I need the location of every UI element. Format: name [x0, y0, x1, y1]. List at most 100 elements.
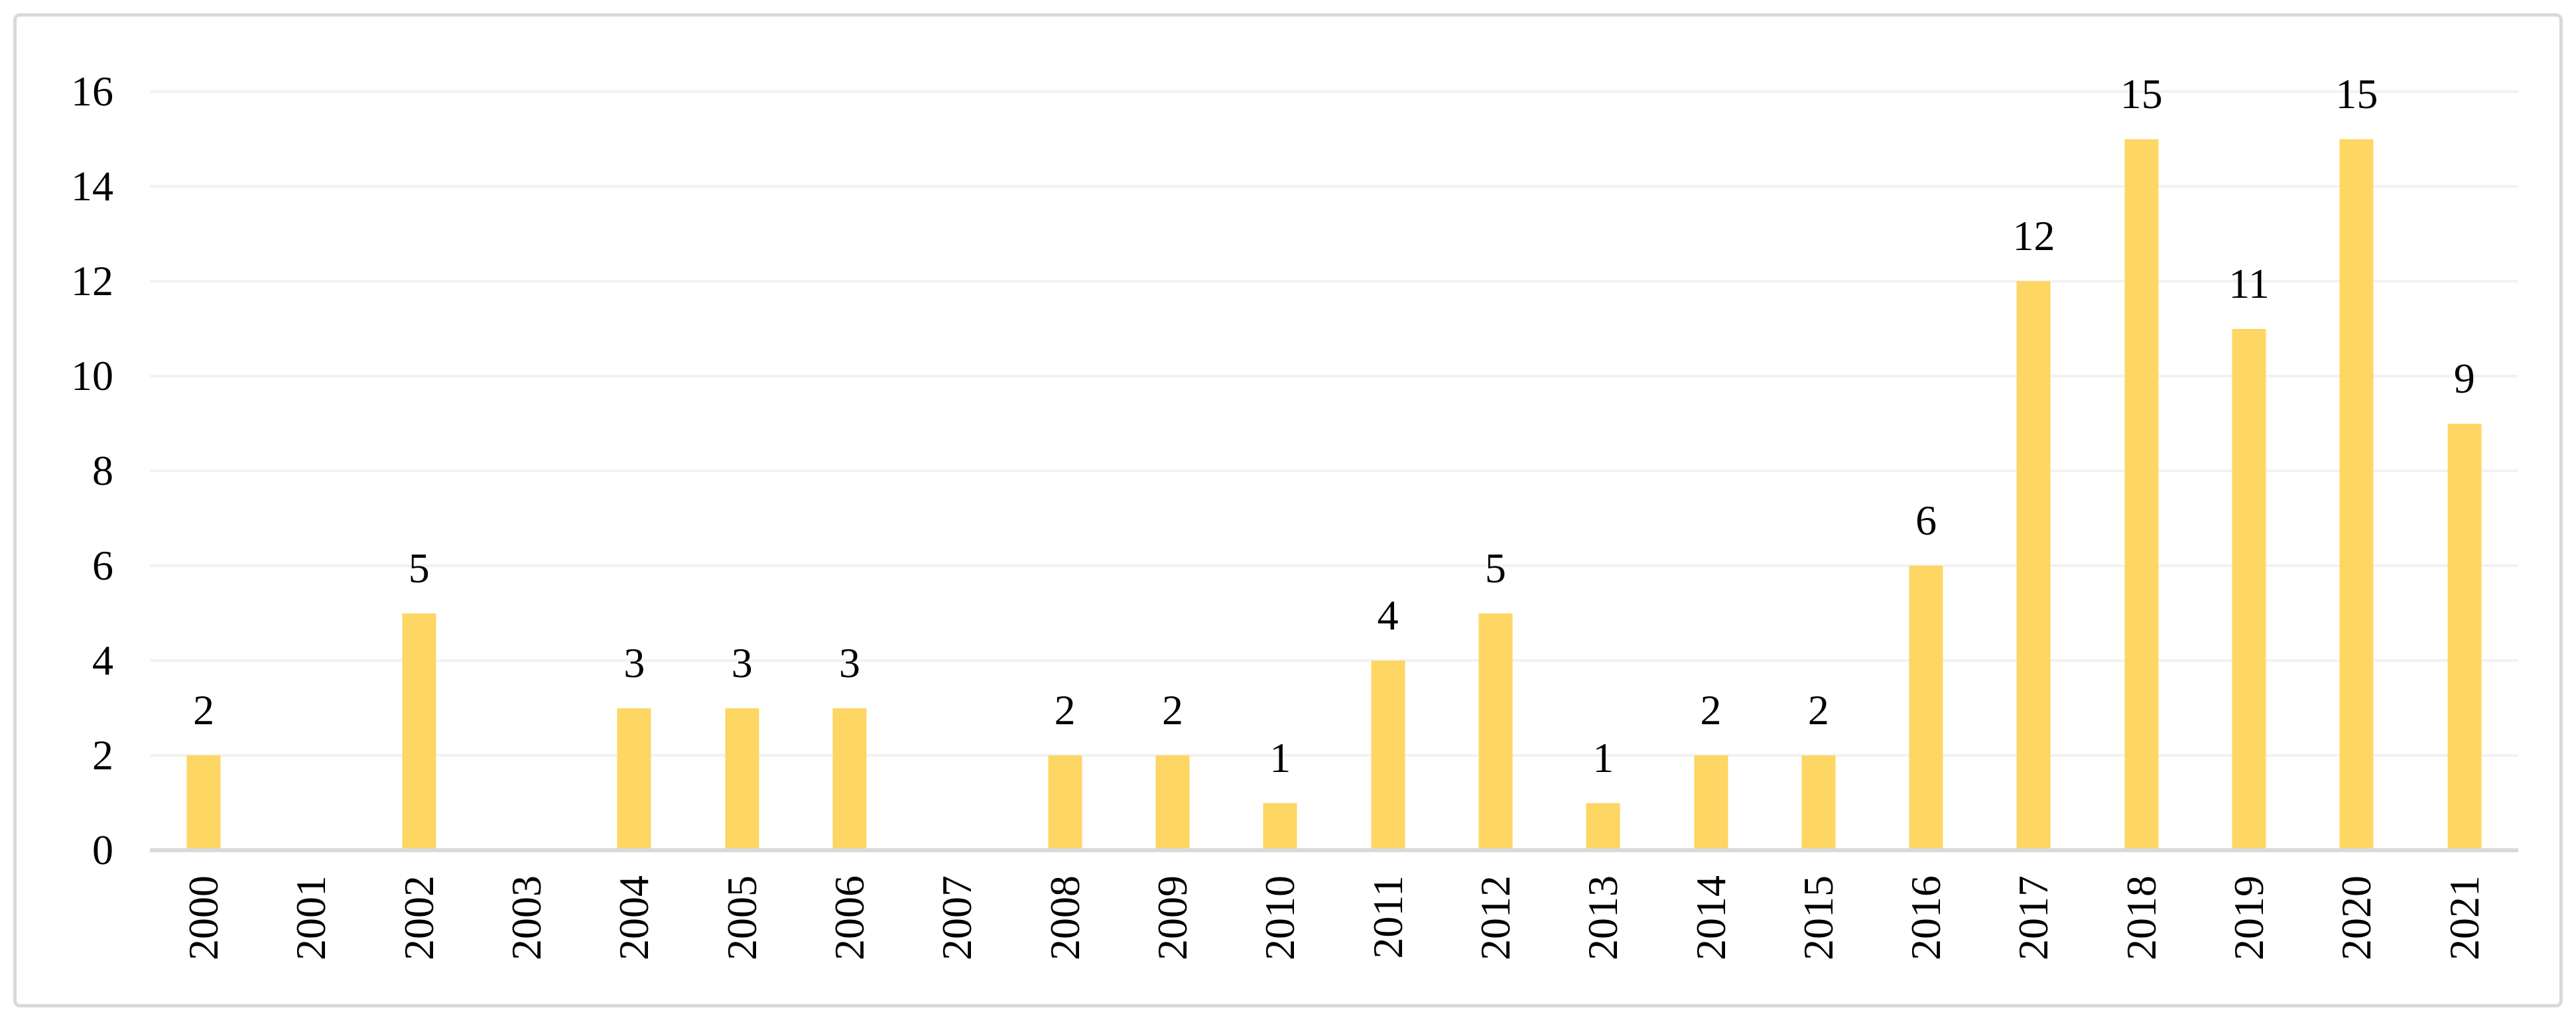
x-tick-label-2004: 2004 — [610, 875, 658, 960]
x-label-slot-2018: 2018 — [2088, 875, 2195, 990]
x-tick-label-2011: 2011 — [1364, 875, 1411, 959]
bar-slot-2018: 15 — [2088, 72, 2195, 850]
bar-slot-2009: 2 — [1119, 92, 1226, 850]
bar-value-label-2015: 2 — [1807, 686, 1829, 734]
x-label-slot-2014: 2014 — [1657, 875, 1764, 990]
bar-2002 — [402, 613, 436, 850]
bar-slot-2016: 6 — [1872, 92, 1980, 850]
gridline-y-6 — [150, 564, 2518, 567]
bar-value-label-2008: 2 — [1054, 686, 1076, 734]
bar-slot-2000: 2 — [150, 92, 257, 850]
bar-2015 — [1801, 755, 1836, 850]
gridline-y-12 — [150, 280, 2518, 283]
y-tick-label-14: 14 — [71, 162, 113, 210]
bar-slot-2011: 4 — [1334, 92, 1441, 850]
x-tick-label-2021: 2021 — [2440, 875, 2488, 960]
bar-value-label-2019: 11 — [2228, 259, 2270, 307]
x-tick-label-2017: 2017 — [2010, 875, 2057, 960]
bar-slot-2020: 15 — [2303, 72, 2410, 850]
bar-value-label-2004: 3 — [623, 639, 645, 686]
x-label-slot-2020: 2020 — [2303, 875, 2410, 990]
bar-slot-2004: 3 — [580, 92, 688, 850]
bar-value-label-2014: 2 — [1700, 686, 1722, 734]
bar-2012 — [1478, 613, 1513, 850]
bar-2014 — [1694, 755, 1728, 850]
bar-slot-2008: 2 — [1011, 92, 1119, 850]
bar-slot-2013: 1 — [1549, 92, 1657, 850]
gridline-y-8 — [150, 470, 2518, 472]
x-label-slot-2009: 2009 — [1119, 875, 1226, 990]
bar-2018 — [2124, 139, 2159, 850]
bars-container: 2 5 3 3 3 2 2 1 4 5 1 2 2 6 12 15 11 15 9 — [150, 72, 2518, 850]
bar-2005 — [725, 708, 759, 850]
bar-2021 — [2447, 423, 2482, 850]
bar-value-label-2002: 5 — [408, 544, 430, 592]
x-tick-label-2009: 2009 — [1148, 875, 1196, 960]
bar-2000 — [186, 755, 221, 850]
x-label-slot-2016: 2016 — [1872, 875, 1980, 990]
bar-2011 — [1371, 661, 1405, 850]
bar-value-label-2006: 3 — [839, 639, 861, 686]
gridlines-layer — [150, 90, 2518, 850]
bar-slot-2005: 3 — [688, 92, 796, 850]
bar-2008 — [1048, 755, 1082, 850]
gridline-y-4 — [150, 659, 2518, 662]
bar-2013 — [1586, 802, 1620, 850]
x-tick-label-2008: 2008 — [1041, 875, 1088, 960]
x-tick-label-2006: 2006 — [826, 875, 873, 960]
bar-slot-2014: 2 — [1657, 92, 1764, 850]
gridline-y-2 — [150, 754, 2518, 757]
x-label-slot-2017: 2017 — [1980, 875, 2087, 990]
x-label-slot-2021: 2021 — [2411, 875, 2518, 990]
x-tick-label-2002: 2002 — [395, 875, 442, 960]
x-label-slot-2000: 2000 — [150, 875, 257, 990]
x-label-slot-2001: 2001 — [257, 875, 365, 990]
bar-2016 — [1909, 566, 1943, 850]
bar-value-label-2016: 6 — [1915, 497, 1937, 544]
bar-slot-2010: 1 — [1226, 92, 1334, 850]
gridline-y-10 — [150, 375, 2518, 377]
x-label-slot-2006: 2006 — [796, 875, 903, 990]
x-tick-label-2014: 2014 — [1687, 875, 1734, 960]
x-tick-label-2013: 2013 — [1579, 875, 1627, 960]
x-label-slot-2007: 2007 — [903, 875, 1011, 990]
bar-value-label-2017: 12 — [2012, 212, 2055, 259]
bar-2009 — [1155, 755, 1190, 850]
x-label-slot-2003: 2003 — [473, 875, 580, 990]
bar-slot-2015: 2 — [1765, 92, 1872, 850]
bar-slot-2012: 5 — [1442, 92, 1549, 850]
x-label-slot-2015: 2015 — [1765, 875, 1872, 990]
y-tick-label-12: 12 — [71, 257, 113, 304]
bar-slot-2001 — [257, 92, 365, 850]
bar-2010 — [1263, 802, 1297, 850]
x-tick-label-2020: 2020 — [2333, 875, 2380, 960]
bar-value-label-2010: 1 — [1269, 734, 1291, 781]
bar-slot-2003 — [473, 92, 580, 850]
x-tick-label-2010: 2010 — [1256, 875, 1304, 960]
bar-value-label-2021: 9 — [2453, 354, 2475, 402]
chart-frame: 0 2 4 6 8 10 12 14 16 2 5 3 3 3 2 2 1 4 5 1 2 2 6 12 15 11 15 9 20… — [13, 13, 2563, 1007]
x-tick-label-2001: 2001 — [287, 875, 335, 960]
y-tick-label-0: 0 — [92, 826, 113, 873]
x-tick-label-2012: 2012 — [1471, 875, 1519, 960]
bar-value-label-2000: 2 — [193, 686, 215, 734]
bar-2020 — [2339, 139, 2374, 850]
bar-value-label-2018: 15 — [2120, 70, 2163, 117]
bar-2004 — [617, 708, 651, 850]
bar-2017 — [2016, 281, 2051, 850]
bar-value-label-2012: 5 — [1484, 544, 1506, 592]
plot-area: 2 5 3 3 3 2 2 1 4 5 1 2 2 6 12 15 11 15 9 — [150, 72, 2518, 852]
gridline-y-14 — [150, 185, 2518, 188]
x-label-slot-2013: 2013 — [1549, 875, 1657, 990]
y-tick-label-8: 8 — [92, 447, 113, 494]
x-tick-label-2019: 2019 — [2225, 875, 2273, 960]
x-tick-label-2016: 2016 — [1902, 875, 1950, 960]
x-tick-label-2005: 2005 — [718, 875, 765, 960]
bar-value-label-2013: 1 — [1592, 734, 1614, 781]
x-label-slot-2005: 2005 — [688, 875, 796, 990]
bar-value-label-2020: 15 — [2335, 70, 2378, 117]
y-axis-tick-labels: 0 2 4 6 8 10 12 14 16 — [17, 70, 113, 871]
x-label-slot-2012: 2012 — [1442, 875, 1549, 990]
y-tick-label-16: 16 — [71, 68, 113, 115]
